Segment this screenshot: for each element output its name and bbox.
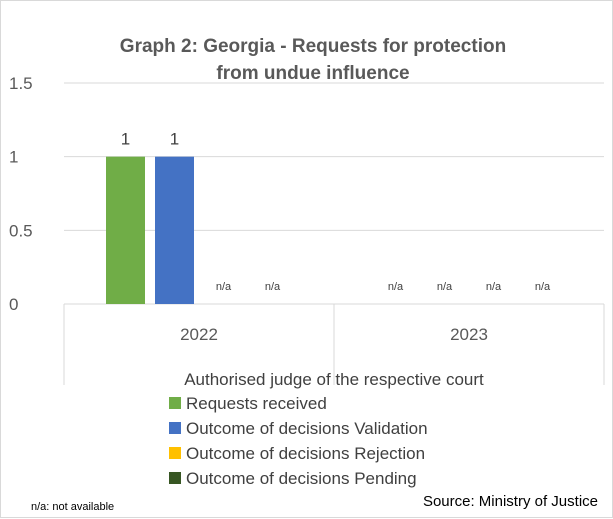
- data-label: 1: [170, 130, 179, 149]
- data-label-na: n/a: [388, 281, 404, 293]
- legend-swatch: [169, 397, 181, 409]
- legend-label: Outcome of decisions Validation: [186, 419, 428, 438]
- data-label-na: n/a: [486, 281, 502, 293]
- bar: [106, 156, 145, 304]
- source-note: Source: Ministry of Justice: [423, 493, 598, 510]
- y-tick-label: 1.5: [9, 74, 33, 93]
- legend-label: Outcome of decisions Pending: [186, 469, 417, 488]
- x-tick-label: 2023: [450, 325, 488, 344]
- x-tick-label: 2022: [180, 325, 218, 344]
- y-tick-label: 0.5: [9, 221, 33, 240]
- legend-swatch: [169, 472, 181, 484]
- chart-title-line-2: from undue influence: [216, 63, 409, 84]
- legend-label: Requests received: [186, 394, 327, 413]
- legend-swatch: [169, 422, 181, 434]
- data-label-na: n/a: [437, 281, 453, 293]
- chart-title-line-1: Graph 2: Georgia - Requests for protecti…: [120, 36, 506, 57]
- data-label: 1: [121, 130, 130, 149]
- y-tick-label: 1: [9, 148, 18, 167]
- data-label-na: n/a: [216, 281, 232, 293]
- bar: [155, 156, 194, 304]
- legend-label: Outcome of decisions Rejection: [186, 444, 425, 463]
- y-tick-label: 0: [9, 295, 18, 314]
- x-axis-title: Authorised judge of the respective court: [184, 370, 484, 389]
- footnote: n/a: not available: [31, 501, 114, 513]
- data-label-na: n/a: [265, 281, 281, 293]
- data-label-na: n/a: [535, 281, 551, 293]
- legend-swatch: [169, 447, 181, 459]
